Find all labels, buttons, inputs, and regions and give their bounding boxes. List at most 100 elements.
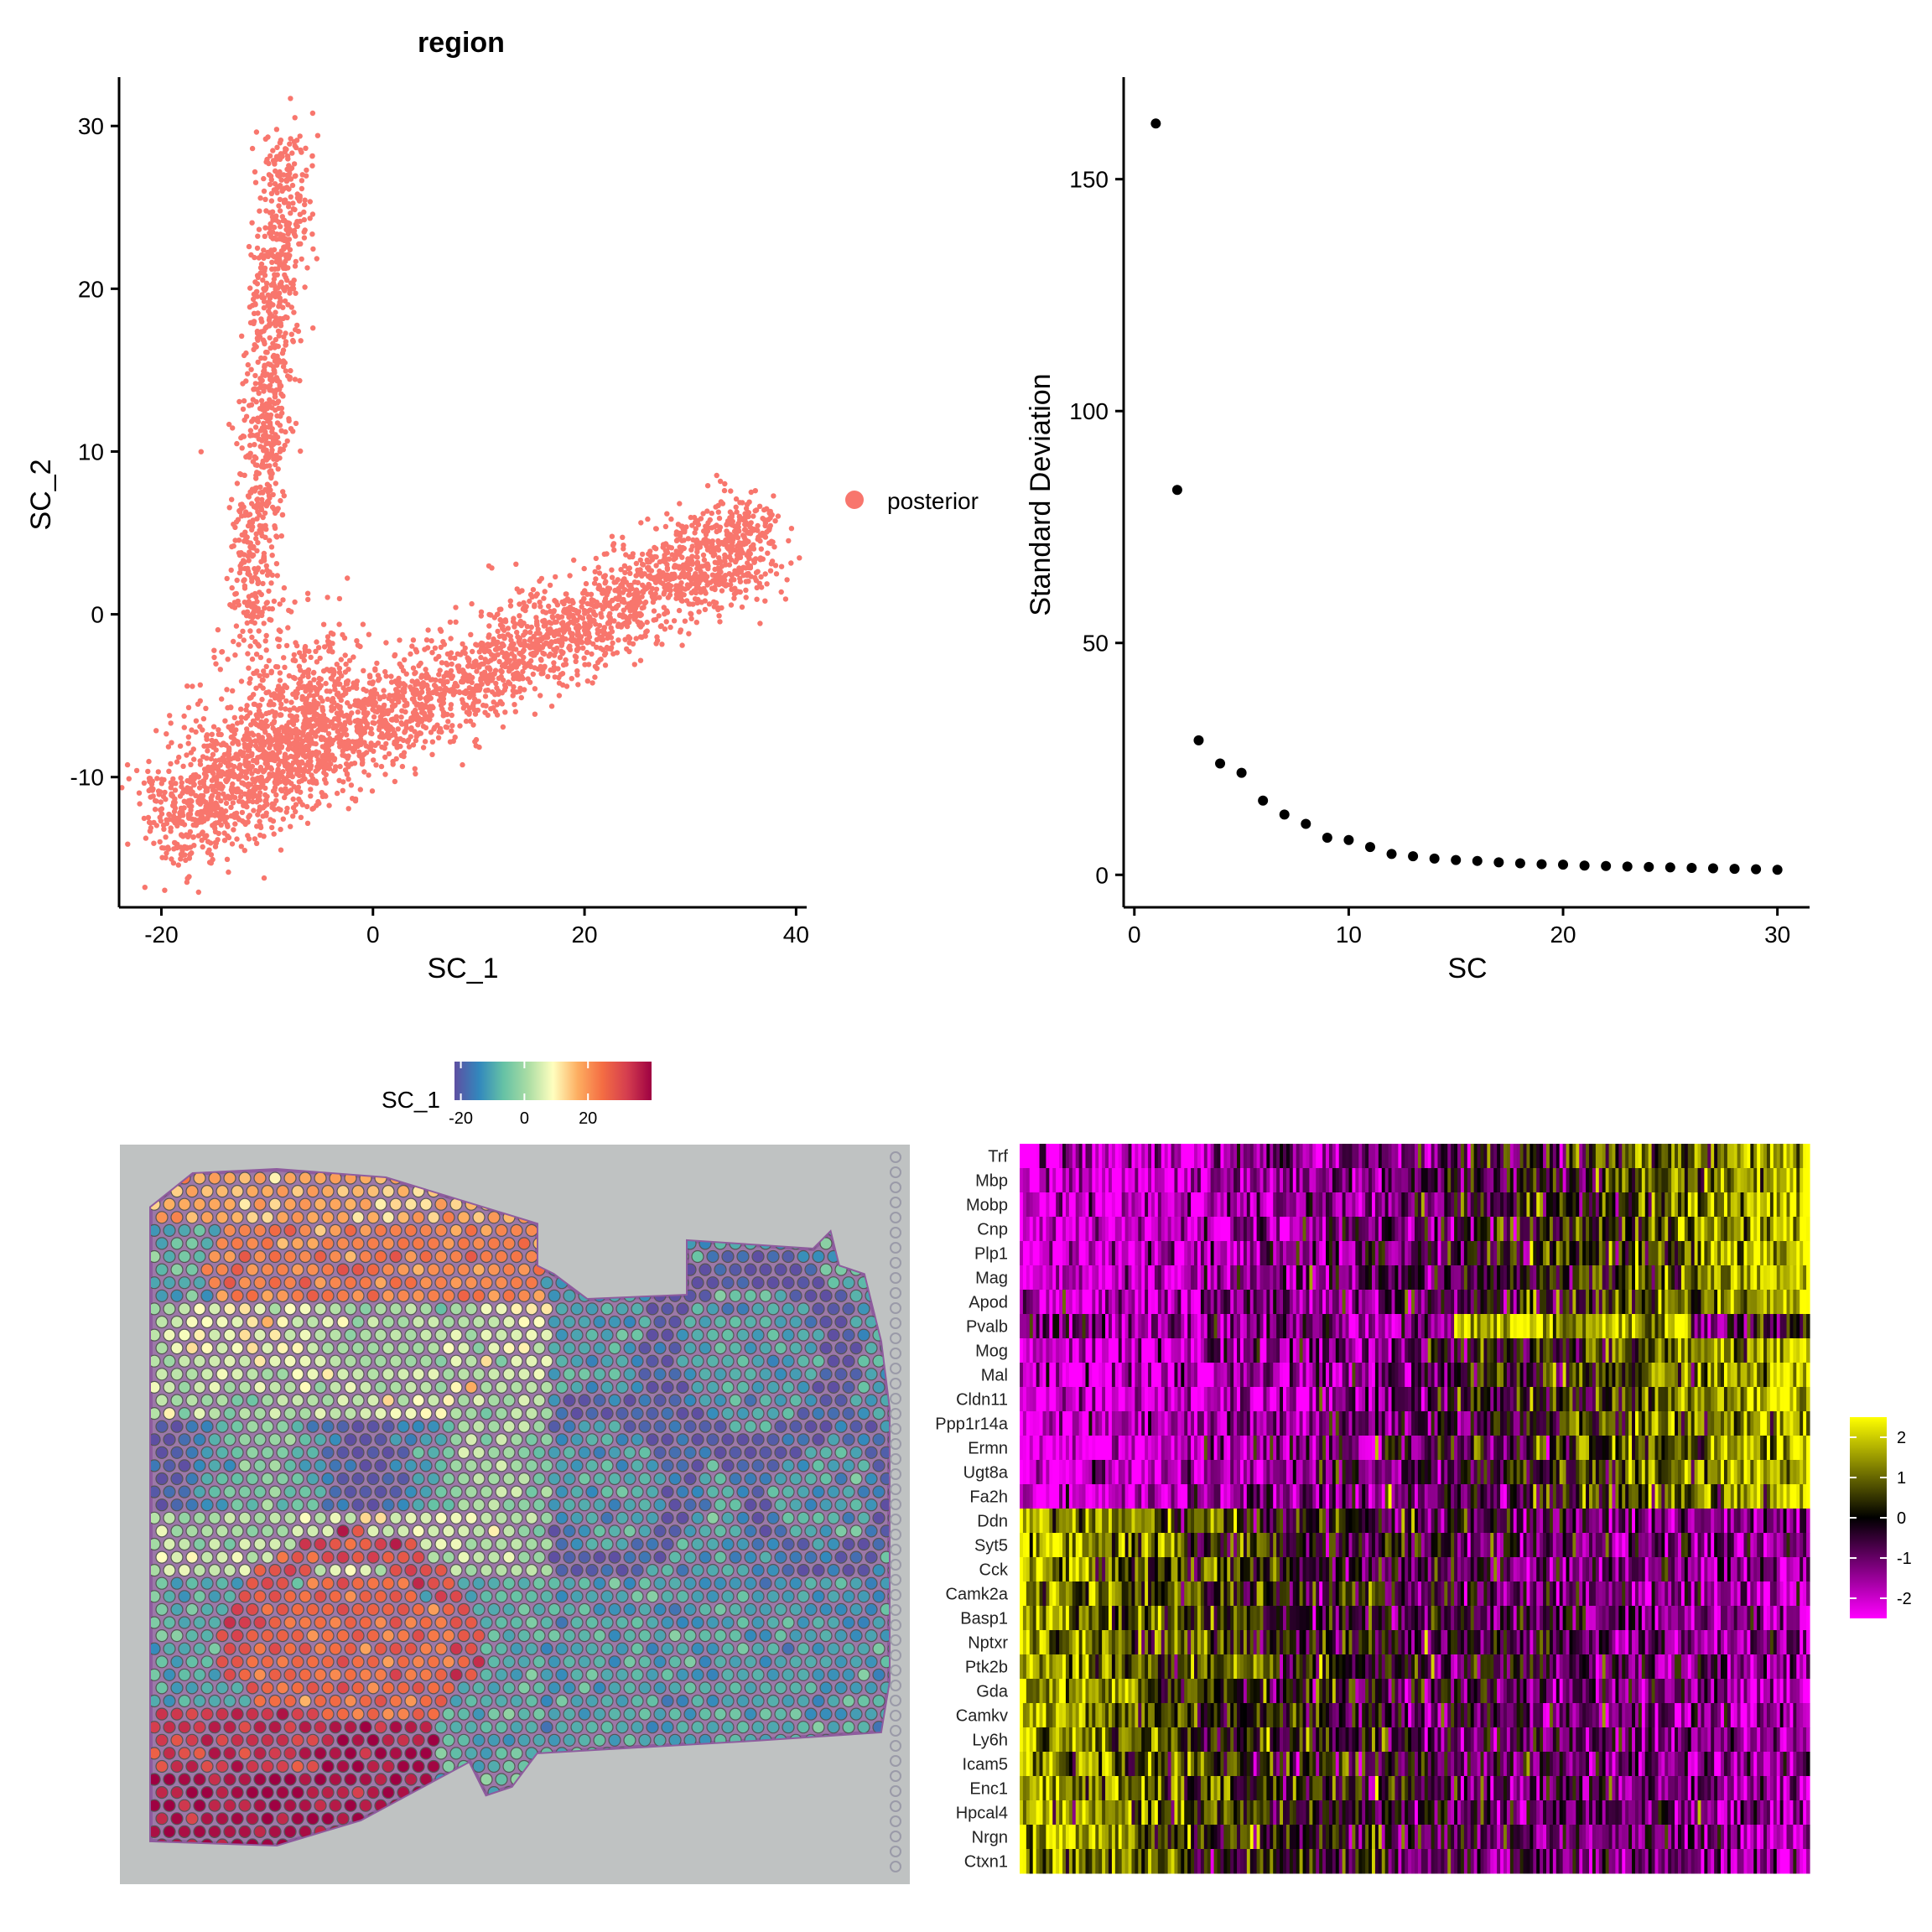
scatter-point — [286, 673, 293, 679]
scatter-point — [168, 825, 174, 831]
scatter-point — [340, 752, 345, 758]
scatter-point — [217, 667, 223, 673]
scatter-point — [304, 265, 310, 271]
scatter-point — [567, 647, 574, 653]
scatter-point — [262, 340, 267, 347]
scatter-point — [314, 639, 319, 645]
scatter-point — [187, 851, 193, 858]
scatter-point — [212, 828, 219, 835]
scatter-point — [282, 664, 288, 670]
spatial-spot — [487, 1263, 501, 1276]
spatial-spot — [540, 1276, 553, 1290]
scatter-point — [250, 776, 256, 782]
spatial-spot — [366, 1211, 380, 1224]
scatter-point — [265, 361, 272, 367]
scatter-point — [557, 654, 564, 661]
scatter-point — [486, 632, 492, 638]
scatter-point — [539, 644, 546, 651]
scatter-point — [767, 568, 774, 574]
scatter-point — [187, 779, 194, 785]
scatter-point — [271, 247, 278, 253]
scatter-point — [256, 609, 262, 615]
spatial-spot — [163, 1276, 176, 1290]
scatter-point — [702, 606, 709, 613]
spatial-spot — [321, 1289, 335, 1302]
scatter-point — [221, 740, 226, 746]
scatter-point — [429, 751, 435, 757]
spatial-spot — [804, 1263, 818, 1276]
spatial-spot — [329, 1223, 342, 1238]
scatter-point — [400, 667, 407, 673]
scatter-point — [258, 261, 265, 267]
scatter-point — [251, 310, 257, 316]
scatter-point — [537, 631, 543, 636]
scatter-point — [567, 604, 574, 610]
scatter-point — [283, 706, 288, 712]
spatial-spot — [344, 1249, 357, 1264]
scatter-point — [402, 709, 408, 715]
scatter-point — [546, 603, 552, 610]
scatter-point — [309, 153, 315, 159]
scatter-point — [584, 649, 590, 656]
spatial-spot — [797, 1249, 810, 1264]
spatial-spot — [321, 1237, 335, 1250]
scatter-point — [293, 233, 299, 239]
scatter-point — [272, 394, 278, 400]
scatter-point — [373, 762, 379, 768]
scatter-point — [369, 681, 376, 687]
spatial-spot — [208, 1197, 221, 1211]
scatter-point — [538, 637, 543, 644]
scatter-point — [253, 721, 260, 728]
scatter-point — [409, 678, 415, 684]
scatter-point — [251, 319, 257, 325]
scatter-point — [166, 768, 172, 774]
scatter-point — [179, 832, 184, 838]
elbow-point — [1322, 833, 1332, 844]
scatter-point — [678, 627, 684, 633]
scatter-point — [259, 319, 265, 325]
scatter-point — [704, 574, 710, 579]
scatter-point — [621, 576, 627, 582]
scatter-point — [215, 837, 221, 843]
scatter-point — [545, 673, 551, 680]
scatter-point — [247, 454, 252, 460]
scatter-point — [246, 814, 252, 820]
scatter-point — [244, 609, 251, 615]
scatter-point — [269, 266, 275, 273]
elbow-point — [1622, 861, 1633, 872]
scatter-point — [357, 643, 363, 650]
scatter-y-label: SC_2 — [25, 459, 57, 530]
scatter-point — [449, 673, 455, 679]
scatter-point — [323, 742, 330, 748]
scatter-point — [295, 784, 302, 791]
spatial-spot — [766, 1249, 780, 1264]
scatter-point — [254, 245, 261, 252]
spatial-spot — [510, 1223, 523, 1238]
scatter-point — [499, 641, 506, 647]
scatter-point — [368, 700, 374, 706]
scatter-point — [709, 510, 714, 517]
scatter-point — [274, 144, 280, 150]
scatter-point — [236, 766, 242, 771]
scatter-point — [639, 573, 645, 579]
scatter-point — [283, 776, 288, 782]
spatial-spot — [306, 1184, 319, 1198]
scatter-point — [626, 582, 631, 589]
scatter-point — [279, 688, 286, 694]
scatter-point — [338, 657, 344, 662]
scatter-point — [222, 718, 228, 724]
scatter-point — [200, 798, 207, 804]
scatter-point — [155, 769, 161, 775]
scatter-point — [316, 759, 322, 766]
scatter-point — [274, 434, 281, 440]
scatter-point — [305, 667, 312, 673]
scatter-point — [471, 707, 477, 713]
scatter-point — [740, 573, 746, 579]
scatter-point — [282, 272, 288, 278]
scatter-point — [255, 580, 261, 587]
scatter-point — [245, 651, 251, 657]
scatter-point — [496, 658, 502, 665]
scatter-point — [580, 645, 586, 651]
scatter-point — [335, 690, 341, 696]
scatter-point — [298, 241, 304, 247]
